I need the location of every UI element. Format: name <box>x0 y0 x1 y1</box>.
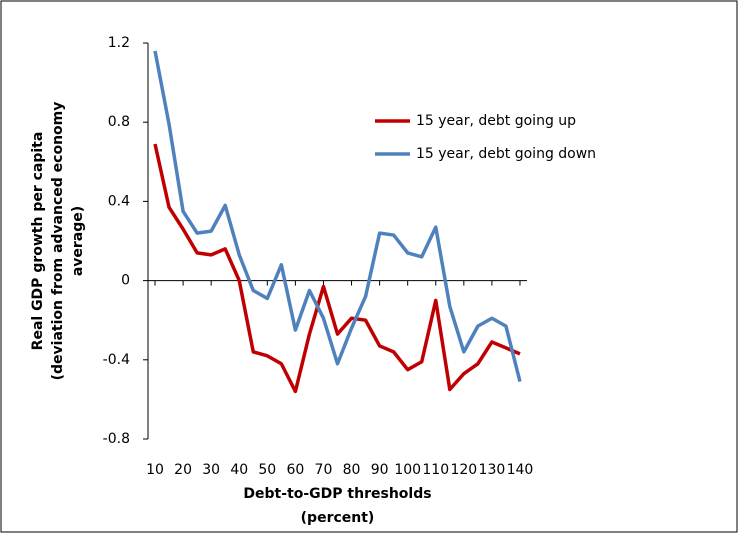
legend-label: 15 year, debt going down <box>416 146 596 162</box>
y-tick-label: -0.4 <box>103 352 130 368</box>
x-tick-label: 90 <box>371 462 389 478</box>
x-tick-label: 130 <box>479 462 506 478</box>
y-tick-label: 0.4 <box>108 193 130 209</box>
x-axis-label: (percent) <box>301 510 375 526</box>
x-tick-label: 140 <box>507 462 534 478</box>
y-axis-label: (deviation from advanced economy <box>50 102 66 381</box>
x-axis-label: Debt-to-GDP thresholds <box>243 486 431 502</box>
x-tick-label: 50 <box>258 462 276 478</box>
x-tick-label: 10 <box>146 462 164 478</box>
y-tick-label: -0.8 <box>103 431 130 447</box>
y-tick-label: 0 <box>121 273 130 289</box>
x-tick-label: 60 <box>286 462 304 478</box>
x-tick-label: 80 <box>343 462 361 478</box>
x-tick-label: 120 <box>450 462 477 478</box>
x-tick-label: 20 <box>174 462 192 478</box>
x-tick-label: 110 <box>422 462 449 478</box>
y-axis-label: Real GDP growth per capita <box>30 132 46 351</box>
x-tick-label: 70 <box>315 462 333 478</box>
x-tick-label: 40 <box>230 462 248 478</box>
series-line <box>153 143 521 394</box>
y-tick-label: 0.8 <box>108 114 130 130</box>
x-tick-label: 30 <box>202 462 220 478</box>
legend-label: 15 year, debt going up <box>416 113 576 129</box>
x-tick-label: 100 <box>394 462 421 478</box>
y-tick-label: 1.2 <box>108 35 130 51</box>
series-line <box>153 50 522 383</box>
y-axis-label: average) <box>70 206 86 276</box>
